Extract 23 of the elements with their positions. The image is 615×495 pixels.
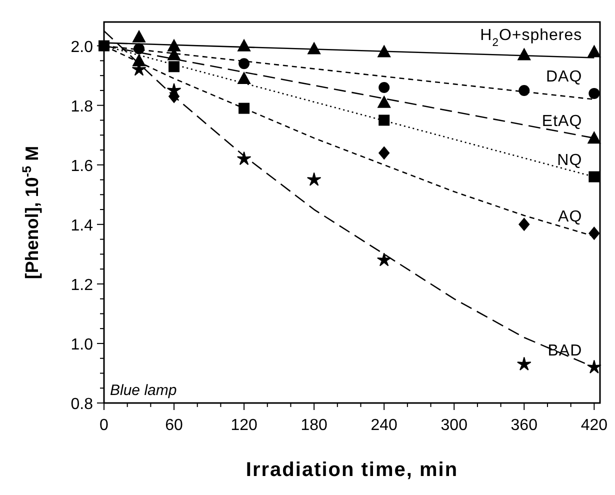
series-label: DAQ bbox=[546, 68, 582, 86]
series-label: NQ bbox=[557, 152, 582, 169]
x-tick-label: 420 bbox=[580, 417, 608, 434]
x-tick-label: 180 bbox=[300, 417, 328, 434]
annotation: Blue lamp bbox=[110, 382, 177, 399]
series-label: EtAQ bbox=[542, 113, 582, 130]
y-tick-label: 1.4 bbox=[70, 217, 94, 234]
x-tick-label: 300 bbox=[440, 417, 468, 434]
y-tick-label: 1.8 bbox=[70, 98, 94, 116]
x-axis-title: Irradiation time, min bbox=[246, 459, 458, 481]
series-label: H$_{2}$O+spheres bbox=[480, 26, 582, 49]
x-tick-label: 120 bbox=[230, 417, 258, 434]
y-tick-label: 1.6 bbox=[70, 158, 94, 175]
y-tick-label: 0.8 bbox=[70, 396, 94, 413]
x-tick-label: 360 bbox=[510, 417, 538, 434]
x-tick-label: 240 bbox=[370, 417, 398, 434]
x-tick-label: 0 bbox=[100, 417, 109, 434]
y-tick-label: 2.0 bbox=[70, 38, 94, 56]
x-tick-label: 60 bbox=[165, 417, 184, 434]
y-tick-label: 1.0 bbox=[70, 336, 94, 354]
y-tick-label: 1.2 bbox=[70, 276, 94, 294]
series-label: AQ bbox=[558, 208, 582, 226]
series-label: BAD bbox=[548, 342, 582, 360]
